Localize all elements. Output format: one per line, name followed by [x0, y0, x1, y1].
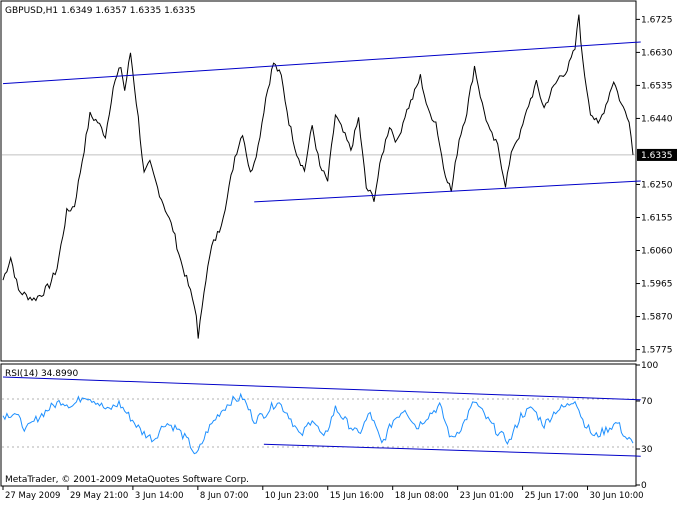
current-price-label: 1.6335: [641, 151, 673, 161]
symbol-header: GBPUSD,H1 1.6349 1.6357 1.6335 1.6335: [5, 6, 196, 16]
price-tick-label: 1.5965: [641, 280, 673, 290]
price-tick-label: 1.5870: [641, 313, 673, 323]
rsi-axis: 100 70 30 0: [636, 361, 658, 491]
price-tick-label: 1.6250: [641, 180, 673, 190]
rsi-label: RSI(14) 34.8990: [5, 369, 78, 379]
time-tick-label: 25 Jun 17:00: [525, 491, 579, 501]
rsi-trend-line[interactable]: [263, 443, 641, 457]
price-trend-lines[interactable]: [2, 41, 641, 203]
time-tick-label: 15 Jun 16:00: [330, 491, 384, 501]
time-tick-label: 18 Jun 08:00: [395, 491, 449, 501]
current-price-badge: 1.6335: [637, 148, 677, 161]
rsi-tick-label: 70: [641, 397, 653, 407]
price-axis: 1.6725 1.6630 1.6535 1.6440 1.6250 1.6155 1.60…: [636, 15, 673, 356]
copyright-text: MetaTrader, © 2001-2009 MetaQuotes Softw…: [5, 475, 249, 485]
rsi-tick-label: 30: [641, 445, 653, 455]
price-tick-label: 1.6630: [641, 48, 673, 58]
time-axis: 27 May 2009 29 May 21:00 3 Jun 14:00 8 Jun …: [2, 486, 644, 501]
time-tick-label: 8 Jun 07:00: [200, 491, 249, 501]
time-tick-label: 27 May 2009: [5, 491, 60, 501]
rsi-panel-frame: [0, 363, 637, 487]
rsi-tick-label: 0: [641, 481, 647, 491]
rsi-series-line: [2, 392, 634, 455]
price-tick-label: 1.6440: [641, 114, 673, 124]
price-tick-label: 1.5775: [641, 346, 673, 356]
time-tick-label: 23 Jun 01:00: [460, 491, 514, 501]
price-tick-label: 1.6535: [641, 81, 673, 91]
time-tick-label: 30 Jun 10:00: [590, 491, 644, 501]
price-series-line: [2, 14, 634, 339]
price-panel-frame: [0, 0, 637, 362]
rsi-trend-line[interactable]: [2, 376, 641, 401]
time-tick-label: 3 Jun 14:00: [135, 491, 184, 501]
price-tick-label: 1.6155: [641, 213, 673, 223]
time-tick-label: 29 May 21:00: [70, 491, 128, 501]
rsi-tick-label: 100: [641, 361, 658, 371]
price-tick-label: 1.6725: [641, 15, 673, 25]
time-tick-label: 10 Jun 23:00: [265, 491, 319, 501]
rsi-trend-lines[interactable]: [2, 376, 641, 457]
price-trend-line[interactable]: [2, 41, 641, 85]
price-tick-label: 1.6060: [641, 247, 673, 257]
price-trend-line[interactable]: [254, 180, 641, 203]
